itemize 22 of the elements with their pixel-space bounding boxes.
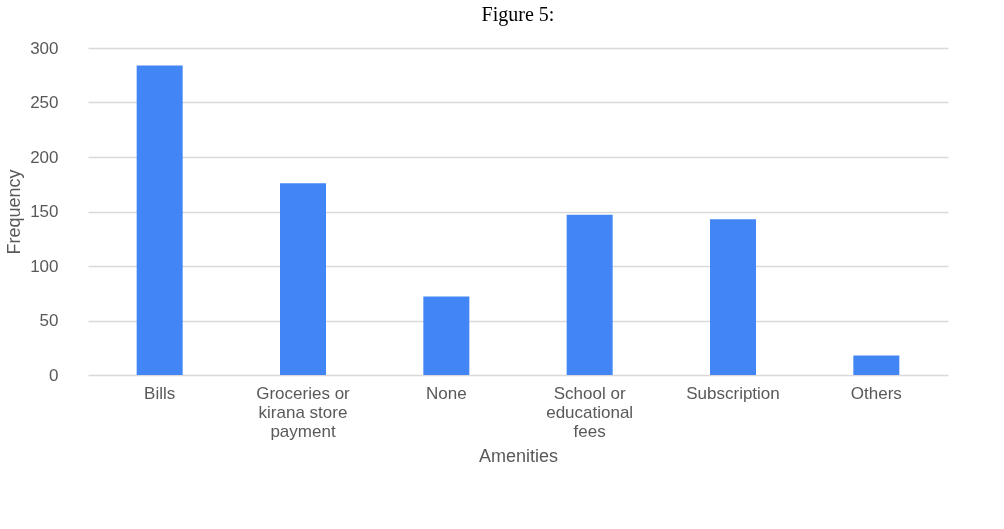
y-axis-title: Frequency <box>4 169 25 255</box>
y-tick-label: 0 <box>49 365 59 385</box>
y-tick-label: 300 <box>30 38 59 58</box>
x-tick-label: Bills <box>144 383 176 403</box>
bar <box>280 183 326 375</box>
y-tick-label: 100 <box>30 256 59 276</box>
x-tick-label: Others <box>850 383 902 403</box>
x-tick-label: School or educational fees <box>546 383 634 441</box>
y-tick-label: 50 <box>39 311 59 330</box>
y-tick-label: 250 <box>30 93 59 112</box>
bar <box>566 214 613 375</box>
bar <box>136 65 183 375</box>
y-tick-label: 200 <box>30 147 59 167</box>
chart-title: Figure 5: <box>481 3 555 26</box>
bar <box>423 296 470 375</box>
x-tick-label: Subscription <box>686 383 780 403</box>
bar <box>853 355 900 375</box>
y-tick-label: 150 <box>30 202 59 221</box>
x-axis-title: Amenities <box>478 445 559 466</box>
x-tick-label: Groceries or kirana store payment <box>256 383 351 441</box>
x-tick-label: None <box>426 383 467 403</box>
bar <box>710 219 756 375</box>
